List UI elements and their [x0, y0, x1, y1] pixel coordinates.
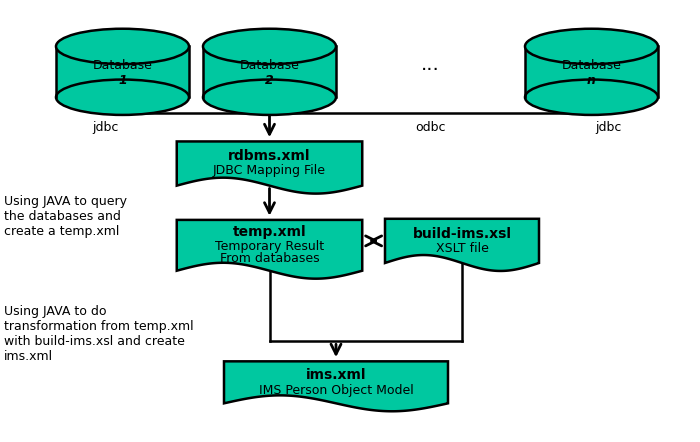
Polygon shape — [385, 219, 539, 271]
Text: ...: ... — [421, 55, 440, 73]
Polygon shape — [56, 46, 189, 97]
Text: Database: Database — [561, 59, 622, 72]
Text: ims.xml: ims.xml — [306, 368, 366, 382]
Text: 1: 1 — [118, 74, 127, 88]
Ellipse shape — [56, 29, 189, 64]
Text: Using JAVA to do
transformation from temp.xml
with build-ims.xsl and create
ims.: Using JAVA to do transformation from tem… — [4, 305, 193, 363]
Text: jdbc: jdbc — [595, 121, 622, 133]
Polygon shape — [203, 46, 336, 97]
Polygon shape — [176, 220, 363, 278]
Text: build-ims.xsl: build-ims.xsl — [412, 227, 512, 241]
Text: Using JAVA to query
the databases and
create a temp.xml: Using JAVA to query the databases and cr… — [4, 195, 127, 238]
Text: From databases: From databases — [220, 252, 319, 265]
Text: odbc: odbc — [415, 121, 446, 133]
Text: JDBC Mapping File: JDBC Mapping File — [213, 164, 326, 177]
Polygon shape — [176, 141, 363, 194]
Text: Database: Database — [239, 59, 300, 72]
Text: Database: Database — [92, 59, 153, 72]
Ellipse shape — [525, 80, 658, 115]
Text: n: n — [587, 74, 596, 88]
Ellipse shape — [56, 80, 189, 115]
Polygon shape — [224, 362, 448, 411]
Text: rdbms.xml: rdbms.xml — [228, 149, 311, 163]
Text: 2: 2 — [265, 74, 274, 88]
Text: XSLT file: XSLT file — [435, 242, 489, 255]
Text: IMS Person Object Model: IMS Person Object Model — [258, 384, 414, 397]
Polygon shape — [525, 46, 658, 97]
Text: jdbc: jdbc — [92, 121, 119, 133]
Text: Temporary Result: Temporary Result — [215, 240, 324, 253]
Ellipse shape — [525, 29, 658, 64]
Ellipse shape — [203, 29, 336, 64]
Text: temp.xml: temp.xml — [232, 225, 307, 239]
Ellipse shape — [203, 80, 336, 115]
